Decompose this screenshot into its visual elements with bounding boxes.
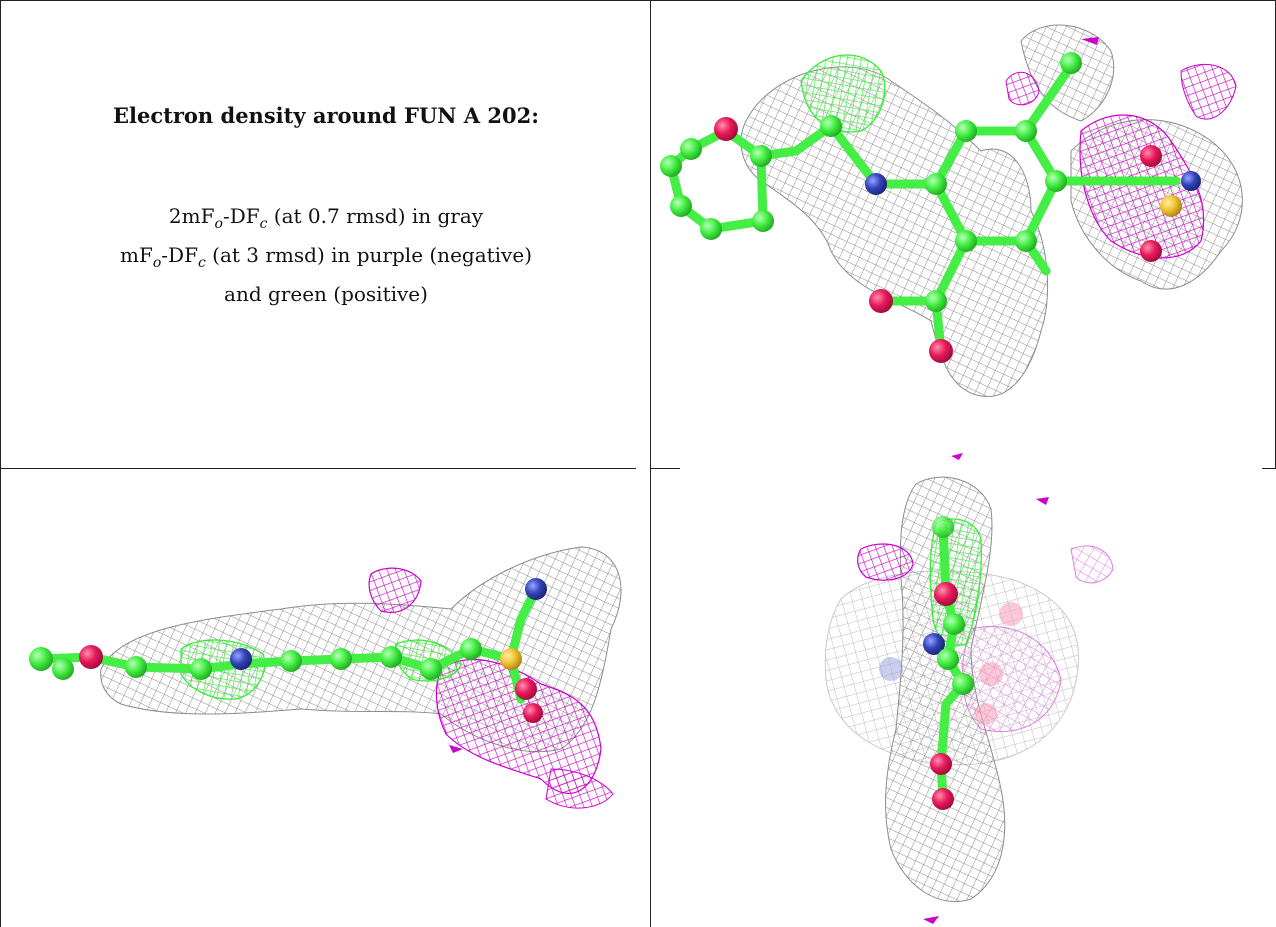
density-view-bottom-left (1, 469, 650, 927)
molecule-render-3 (824, 476, 1114, 924)
purple-mesh-right (1079, 114, 1205, 259)
table-divider-horizontal (0, 468, 636, 469)
molecule-render-1 (660, 24, 1243, 460)
molecule-render-2 (29, 546, 622, 809)
purple-mesh-tiny-bottom (923, 916, 939, 924)
table-divider-horizontal-right (650, 468, 680, 469)
purple-mesh-tail (545, 768, 614, 809)
purple-mesh-small-2 (1180, 63, 1237, 120)
purple-mesh-small-1 (1005, 71, 1040, 106)
molecule-atoms-1 (660, 52, 1201, 363)
density-view-top-right (651, 1, 1275, 468)
legend-line-positive: and green (positive) (224, 282, 428, 306)
purple-mesh-tiny (1081, 37, 1099, 45)
table-divider-horizontal-end (1262, 468, 1276, 469)
table-divider-vertical (650, 0, 651, 927)
purple-mesh-tiny-top (1036, 497, 1049, 505)
legend-line-gray: 2mFo-DFc (at 0.7 rmsd) in gray (168, 204, 484, 232)
density-view-bottom-right (651, 469, 1275, 927)
table-border-top (0, 0, 1276, 1)
purple-mesh-bottom (951, 453, 963, 460)
purple-mesh-tiny (449, 745, 463, 753)
gray-mesh-main (740, 66, 1049, 398)
legend-title: Electron density around FUN A 202: (113, 103, 539, 128)
legend-line-difference: mFo-DFc (at 3 rmsd) in purple (negative) (120, 243, 532, 271)
purple-mesh-top (368, 567, 422, 613)
molecule-atoms-3 (879, 516, 1023, 810)
purple-mesh-light-right (1070, 545, 1114, 584)
purple-mesh-left (857, 543, 914, 581)
legend-text: 2mFo-DFc (at 0.7 rmsd) in gray mFo-DFc (… (1, 201, 650, 310)
legend-cell: Electron density around FUN A 202: 2mFo-… (1, 1, 650, 468)
table-border-left (0, 0, 1, 927)
molecule-atoms-2 (29, 578, 547, 723)
